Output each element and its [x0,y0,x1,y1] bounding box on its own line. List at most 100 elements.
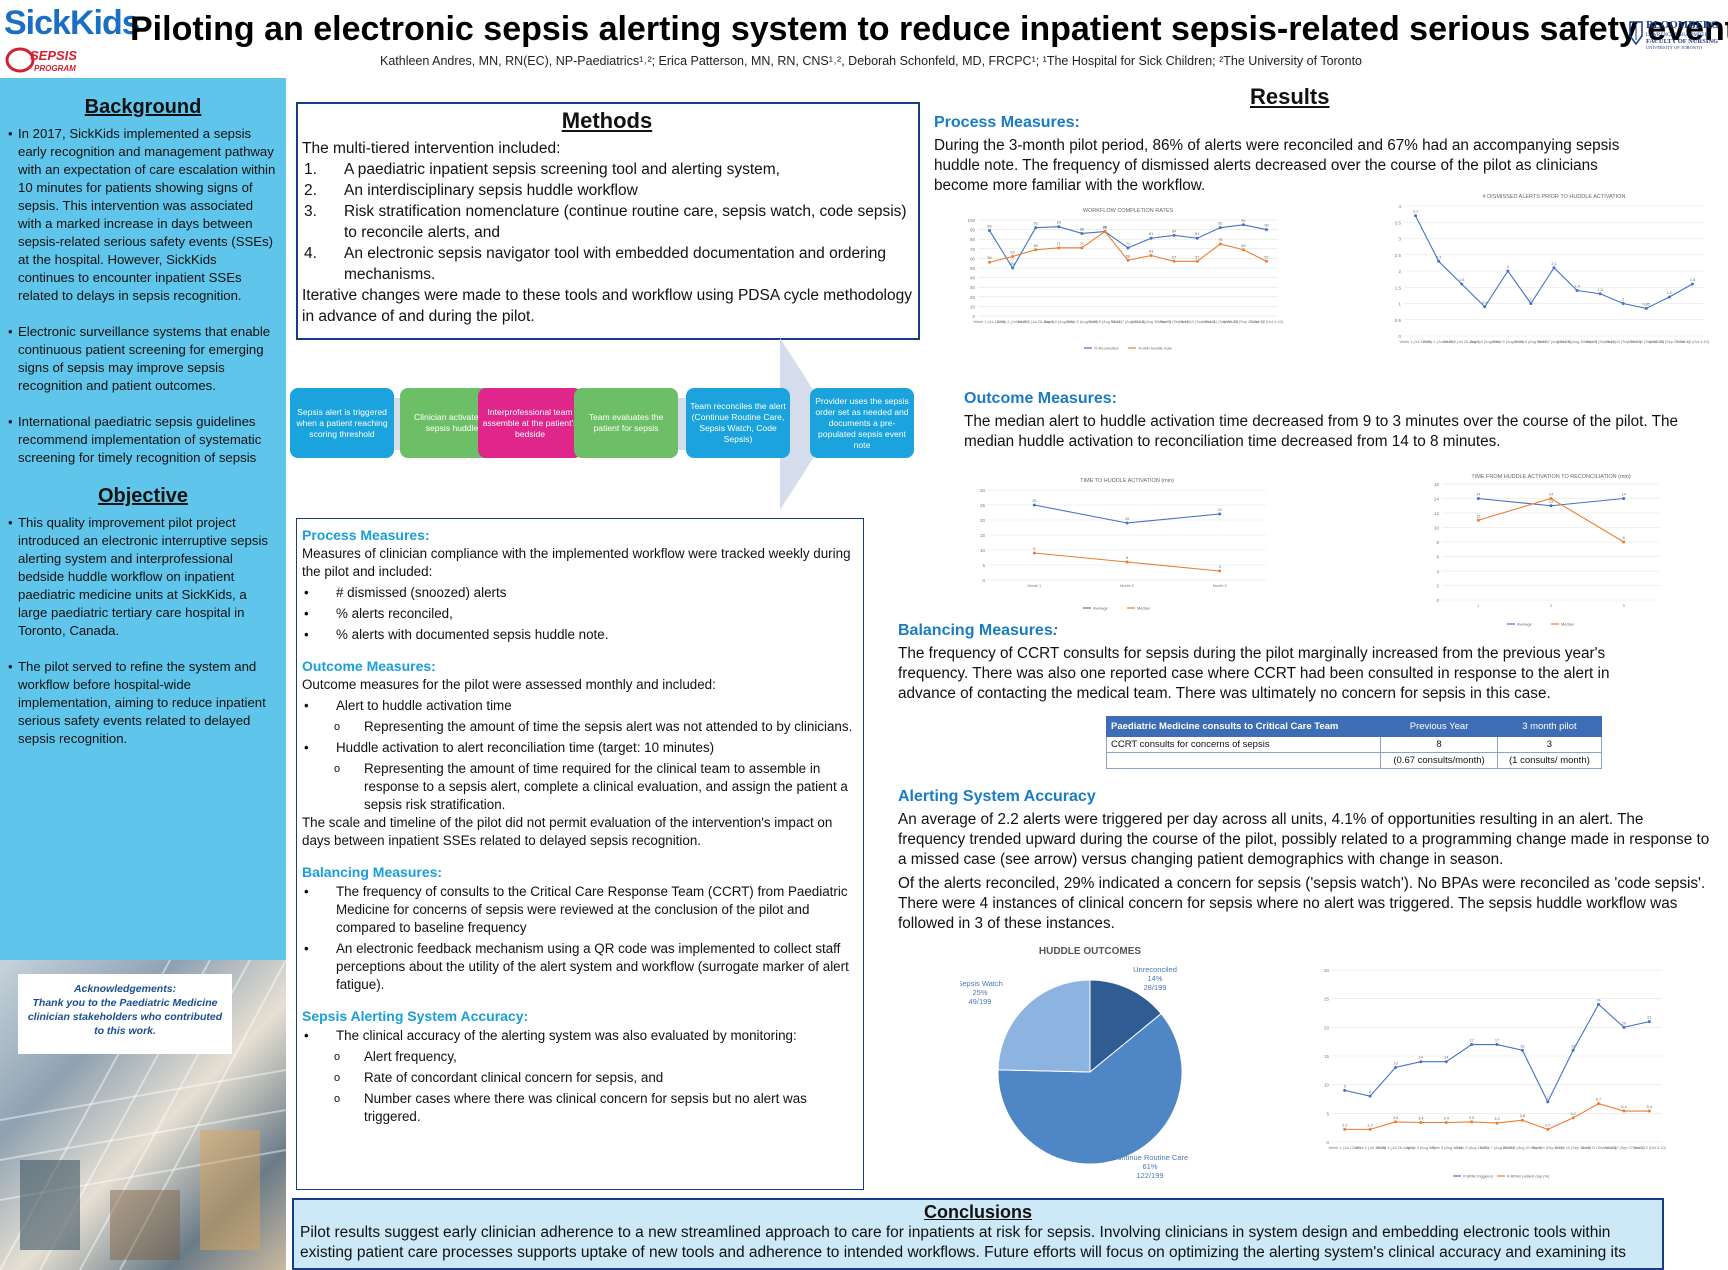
x-tick-label: Week 7 (Aug 23-29) [1537,340,1572,344]
legend-label: # BPAs/ patient day (%) [1507,1174,1550,1179]
x-tick-label: Week 11 (Sep 20-26) [1202,320,1238,324]
y-tick-label: 20 [1324,1025,1330,1030]
data-point [1529,302,1533,305]
data-point [1393,1065,1397,1069]
objective-item: This quality improvement pilot project i… [8,514,276,640]
svg-text:FACULTY OF NURSING: FACULTY OF NURSING [1646,38,1718,45]
data-point [1571,1116,1575,1120]
reconciliation-time-chart: TIME FROM HUDDLE ACTIVATION TO RECONCILI… [1420,470,1670,630]
y-tick-label: 10 [1324,1083,1330,1088]
data-label: 3.4 [1444,1117,1449,1121]
data-label: 14 [1419,1056,1423,1060]
svg-text:SEPSIS: SEPSIS [30,48,77,63]
data-label: 11 [1476,514,1480,518]
data-label: 21 [1647,1016,1651,1020]
table-cell: 3 [1496,736,1603,753]
conclusions-text: Pilot results suggest early clinician ad… [300,1224,1627,1261]
data-label: 3.3 [1494,1117,1499,1121]
y-tick-label: 90 [970,228,976,233]
y-tick-label: 2 [1398,269,1401,274]
data-point [1218,242,1222,246]
data-label: 1.6 [1459,278,1464,282]
data-point [1241,248,1245,252]
y-tick-label: 25 [980,503,986,508]
data-point [1011,266,1015,270]
x-tick-label: Week 2 (Jul 19-25) [1354,1146,1387,1150]
data-label: 14 [1622,493,1626,497]
data-point [1622,1109,1626,1113]
x-tick-label: Month 1 [1027,584,1041,588]
data-point [1195,259,1199,263]
y-tick-label: 8 [1436,540,1439,545]
x-tick-label: Week 6 (Aug 16-22) [1088,320,1123,324]
data-label: 88 [1103,226,1107,230]
objective-heading: Objective [97,485,189,507]
accuracy-measures-heading: Sepsis Alerting System Accuracy: [302,1008,529,1024]
data-label: 1 [1622,298,1624,302]
x-tick-label: Week 12 (Sep 27-Oct 3) [1223,320,1265,324]
data-label: 1.3 [1598,288,1603,292]
x-tick-label: Week 6 (Aug 16-22) [1514,340,1549,344]
background-item: International paediatric sepsis guidelin… [8,413,276,467]
x-tick-label: Week 3 (Jul 26-Aug 1) [1017,320,1055,324]
legend-label: Median [1137,606,1150,611]
svg-text:BLOOMBERG: BLOOMBERG [1646,19,1720,31]
x-tick-label: Week 5 (Aug 9-15) [1066,320,1099,324]
data-point [1080,231,1084,235]
x-tick-label: Month 3 [1213,584,1227,588]
data-label: 5.4 [1621,1105,1626,1109]
data-label: 3 [1219,565,1221,569]
data-label: 71 [1057,242,1061,246]
legend-label: # BPAs triggered [1463,1174,1493,1179]
methods-outro: Iterative changes were made to these too… [302,287,912,325]
data-point [1103,230,1107,234]
y-tick-label: 20 [980,518,986,523]
data-point [1622,497,1626,500]
acknowledgements-heading: Acknowledgements: [73,983,177,995]
data-label: 8 [1369,1090,1371,1094]
legend-label: Median [1561,622,1574,627]
results-balancing: Balancing Measures: The frequency of CCR… [898,622,1648,704]
data-point [1575,289,1579,292]
chart-title: HUDDLE OUTCOMES [1039,946,1142,957]
y-tick-label: 50 [970,266,976,271]
data-point [1483,305,1487,309]
balancing-measures-list: The frequency of consults to the Critica… [302,883,857,994]
data-label: 25 [1032,499,1036,503]
pie-label: Sepsis Watch [960,979,1003,988]
chart-title: # DISMISSED ALERTS PRIOR TO HUDDLE ACTIV… [1483,194,1626,200]
data-point [1597,1002,1601,1006]
x-tick-label: Week 4 (Aug 2-8) [1470,340,1500,344]
data-point [1264,228,1268,232]
data-point [1218,226,1222,230]
y-tick-label: 100 [967,218,975,223]
list-subitem: Rate of concordant clinical concern for … [302,1069,857,1087]
data-label: 9 [1344,1084,1346,1088]
x-tick-label: Week 9 (Sep 6-12) [1158,320,1191,324]
x-tick-label: Week 12 (Sep 27-Oct 3) [1649,340,1691,344]
pie-slice [997,1012,1183,1165]
data-label: 50 [1010,262,1014,266]
results-balancing-heading: Balancing Measures: [898,622,1059,639]
list-item: An electronic feedback mechanism using a… [302,940,857,994]
workflow-completion-chart: WORKFLOW COMPLETION RATES 0 10 20 30 40 50 60 70… [956,204,1286,354]
y-tick-label: 4 [1436,569,1439,574]
results-heading: Results [1250,84,1330,109]
data-label: 6.7 [1596,1098,1601,1102]
x-tick-label: Week 13 (Oct 4-10) [1633,1146,1667,1150]
data-point [1011,254,1015,258]
y-tick-label: 0 [1326,1140,1329,1145]
data-label: 58 [1126,254,1130,258]
data-label: 17 [1469,1039,1473,1043]
data-label: 90 [1264,224,1268,228]
data-label: 57 [1264,255,1268,259]
x-tick-label: Week 10 (Sep 13-19) [1179,320,1216,324]
chart-svg: TIME FROM HUDDLE ACTIVATION TO RECONCILI… [1434,474,1660,627]
results-outcome-text: The median alert to huddle activation ti… [964,413,1678,450]
pie-label: 61% [1142,1162,1157,1171]
data-point [1414,214,1418,218]
list-item: % alerts reconciled, [302,605,857,623]
methods-item: 3. Risk stratification nomenclature (cont… [304,203,907,241]
y-tick-label: 6 [1436,555,1439,560]
data-point [1125,521,1129,525]
